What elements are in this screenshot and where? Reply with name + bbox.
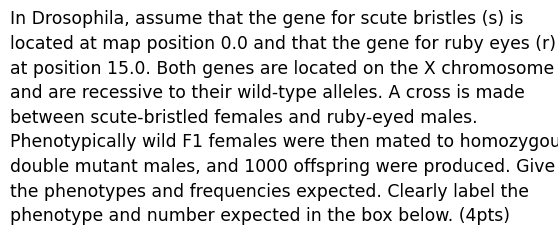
Text: the phenotypes and frequencies expected. Clearly label the: the phenotypes and frequencies expected.… xyxy=(10,182,529,200)
Text: double mutant males, and 1000 offspring were produced. Give: double mutant males, and 1000 offspring … xyxy=(10,157,555,175)
Text: between scute-bristled females and ruby-eyed males.: between scute-bristled females and ruby-… xyxy=(10,108,478,126)
Text: at position 15.0. Both genes are located on the X chromosome: at position 15.0. Both genes are located… xyxy=(10,59,554,77)
Text: located at map position 0.0 and that the gene for ruby eyes (r) is: located at map position 0.0 and that the… xyxy=(10,35,558,53)
Text: and are recessive to their wild-type alleles. A cross is made: and are recessive to their wild-type all… xyxy=(10,84,525,102)
Text: In Drosophila, assume that the gene for scute bristles (s) is: In Drosophila, assume that the gene for … xyxy=(10,10,523,28)
Text: Phenotypically wild F1 females were then mated to homozygous: Phenotypically wild F1 females were then… xyxy=(10,133,558,151)
Text: phenotype and number expected in the box below. (4pts): phenotype and number expected in the box… xyxy=(10,206,510,224)
